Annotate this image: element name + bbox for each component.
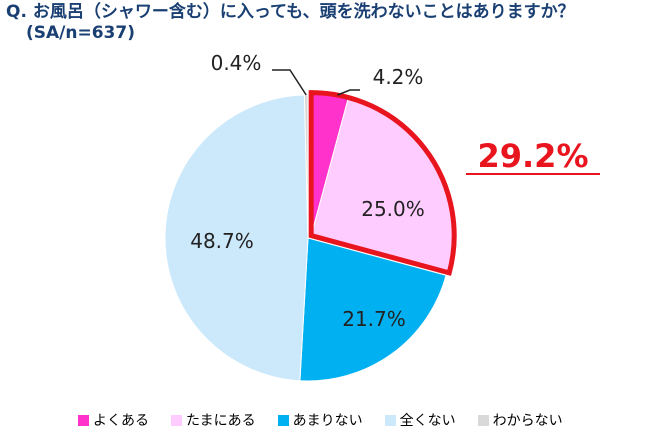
legend-label: わからない: [492, 413, 563, 429]
leader-line-1: [337, 89, 360, 96]
highlight-outline-path: [308, 90, 457, 276]
pie-slice-3: [299, 237, 447, 382]
leader-line-5: [272, 69, 307, 96]
pie-slice-4: [164, 94, 309, 382]
highlight-outline: [308, 90, 457, 276]
data-labels: 4.2% 25.0% 21.7% 48.7% 0.4%: [190, 51, 425, 331]
legend: よくある たまにある あまりない 全くない わからない: [78, 410, 585, 430]
legend-swatch: [171, 414, 182, 426]
highlight-total-label: 29.2%: [477, 137, 588, 175]
legend-item-4: 全くない: [384, 410, 456, 430]
legend-label: たまにある: [186, 413, 256, 429]
leader-lines: [272, 69, 360, 96]
sample-size-text: (SA/n=637): [26, 23, 135, 43]
legend-item-3: あまりない: [277, 410, 363, 430]
legend-swatch: [477, 414, 489, 426]
legend-swatch: [384, 414, 396, 426]
data-label-1: 4.2%: [373, 65, 424, 89]
chart-title: Q. お風呂（シャワー含む）に入っても、頭を洗わないことはありますか？ (SA/…: [6, 2, 646, 44]
legend-label: あまりない: [292, 413, 363, 429]
legend-swatch: [277, 414, 289, 426]
data-label-2: 25.0%: [361, 197, 425, 221]
question-text: Q. お風呂（シャワー含む）に入っても、頭を洗わないことはありますか？: [6, 2, 575, 22]
highlight-callout: 29.2%: [466, 137, 600, 175]
legend-item-1: よくある: [78, 410, 149, 430]
legend-swatch: [78, 414, 89, 426]
legend-item-2: たまにある: [171, 410, 256, 430]
legend-label: よくある: [93, 413, 149, 429]
legend-item-5: わからない: [477, 410, 563, 430]
data-label-5: 0.4%: [211, 51, 262, 75]
data-label-4: 48.7%: [190, 229, 254, 253]
legend-label: 全くない: [399, 413, 456, 429]
data-label-3: 21.7%: [342, 307, 406, 331]
